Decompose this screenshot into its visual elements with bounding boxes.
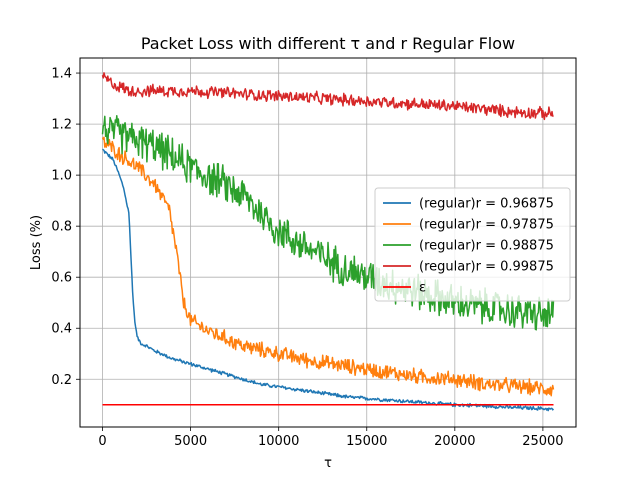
chart-title: Packet Loss with different τ and r Regul… (141, 34, 515, 53)
y-tick-label: 0.4 (51, 322, 72, 337)
y-axis-label: Loss (%) (29, 215, 44, 270)
x-tick-label: 20000 (434, 434, 475, 449)
legend-label: (regular)r = 0.99875 (419, 260, 554, 275)
x-tick-label: 15000 (346, 434, 387, 449)
y-tick-label: 0.2 (51, 373, 72, 388)
series-line-2 (101, 136, 555, 397)
series-line-1 (102, 148, 555, 412)
legend-label: (regular)r = 0.98875 (419, 239, 554, 254)
legend-label: (regular)r = 0.96875 (419, 197, 554, 212)
x-axis-label: τ (324, 456, 332, 471)
series-line-4 (101, 72, 554, 121)
ticks: 0 5000 10000 15000 20000 25000 0.2 0.4 0.6 0.8 1.0… (51, 67, 563, 449)
y-tick-label: 0.8 (51, 220, 72, 235)
legend-label: (regular)r = 0.97875 (419, 218, 554, 233)
legend-box (374, 187, 571, 302)
legend: (regular)r = 0.96875 (regular)r = 0.97875… (374, 187, 571, 302)
legend-label: ε (419, 281, 426, 296)
plot-frame (79, 57, 577, 428)
series-line-3 (101, 115, 555, 331)
x-tick-label: 25000 (522, 434, 563, 449)
series-layer (101, 72, 555, 412)
x-tick-label: 0 (98, 434, 106, 449)
y-tick-label: 1.2 (51, 118, 72, 133)
y-tick-label: 1.4 (51, 67, 72, 82)
y-tick-label: 1.0 (51, 169, 72, 184)
x-tick-label: 5000 (174, 434, 207, 449)
x-tick-label: 10000 (258, 434, 299, 449)
y-tick-label: 0.6 (51, 271, 72, 286)
